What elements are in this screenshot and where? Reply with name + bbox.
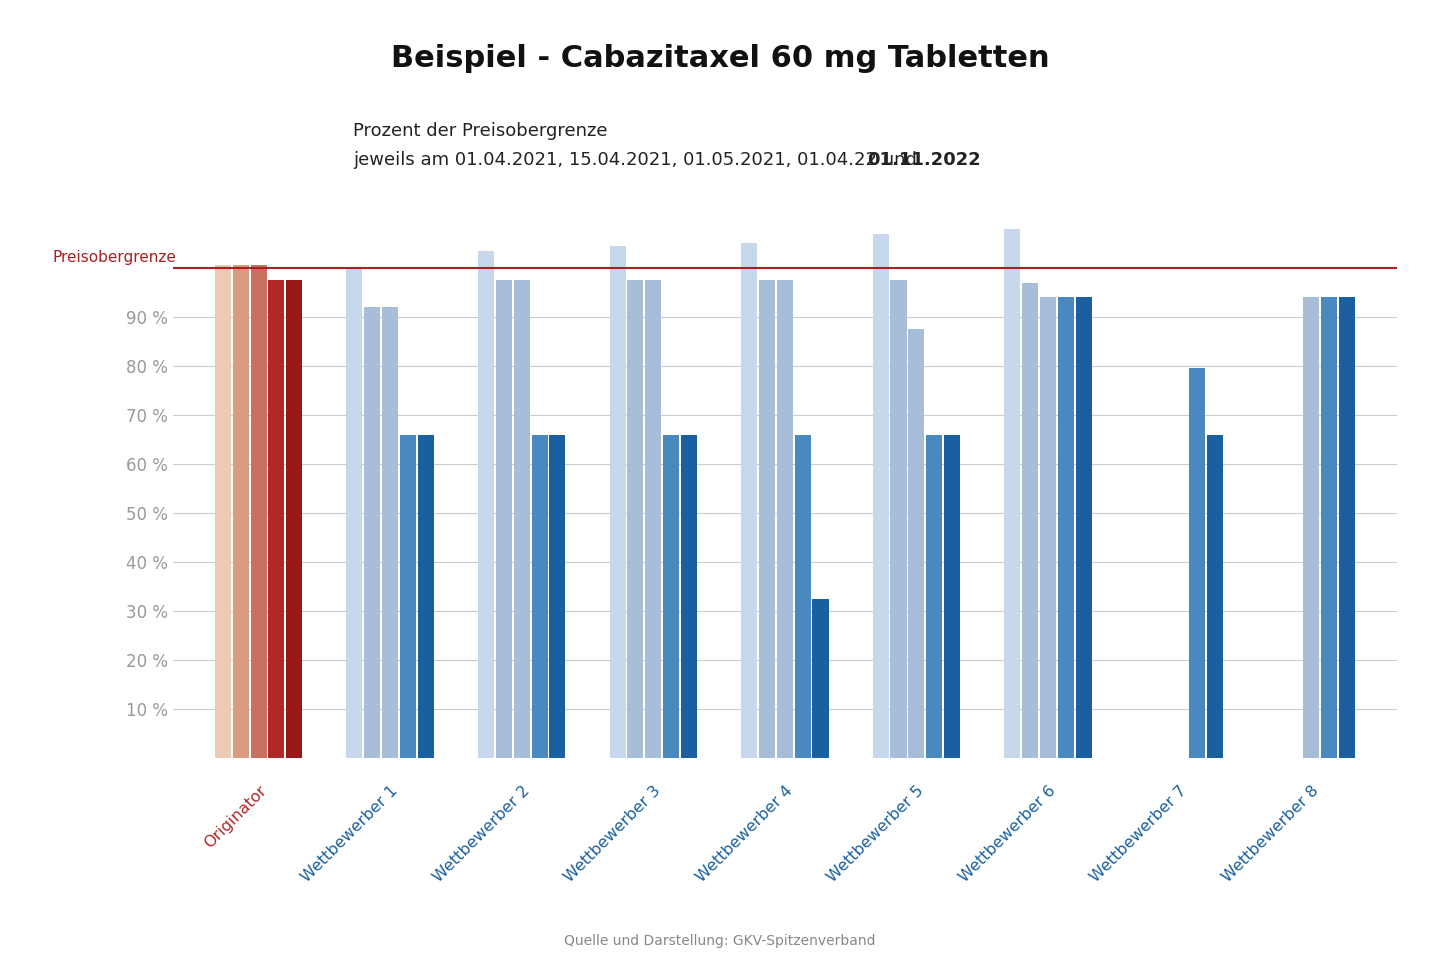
Bar xyxy=(945,434,960,758)
Bar xyxy=(1320,297,1336,758)
Text: 01.11.2022: 01.11.2022 xyxy=(867,151,981,169)
Bar xyxy=(609,246,625,758)
Bar xyxy=(1189,368,1205,758)
Bar xyxy=(1004,228,1021,758)
Bar xyxy=(909,330,924,758)
Bar xyxy=(287,280,302,758)
Bar xyxy=(1303,297,1319,758)
Bar xyxy=(1040,297,1056,758)
Bar xyxy=(890,280,907,758)
Text: Wettbewerber 6: Wettbewerber 6 xyxy=(956,782,1058,885)
Bar xyxy=(662,434,680,758)
Bar xyxy=(1076,297,1092,758)
Text: Quelle und Darstellung: GKV-Spitzenverband: Quelle und Darstellung: GKV-Spitzenverba… xyxy=(564,934,876,948)
Text: Originator: Originator xyxy=(202,782,269,850)
Bar xyxy=(400,434,416,758)
Bar xyxy=(742,243,757,758)
Text: Wettbewerber 5: Wettbewerber 5 xyxy=(825,782,927,885)
Bar xyxy=(382,307,399,758)
Text: Wettbewerber 7: Wettbewerber 7 xyxy=(1089,782,1189,885)
Text: Preisobergrenze: Preisobergrenze xyxy=(52,251,176,265)
Bar xyxy=(549,434,566,758)
Bar xyxy=(418,434,433,758)
Bar xyxy=(1058,297,1074,758)
Bar xyxy=(926,434,942,758)
Bar xyxy=(251,265,266,758)
Bar xyxy=(233,265,249,758)
Bar xyxy=(681,434,697,758)
Bar xyxy=(776,280,793,758)
Text: Prozent der Preisobergrenze: Prozent der Preisobergrenze xyxy=(353,122,608,140)
Bar xyxy=(268,280,285,758)
Text: Wettbewerber 1: Wettbewerber 1 xyxy=(298,782,400,885)
Bar xyxy=(478,251,494,758)
Bar xyxy=(873,233,888,758)
Bar xyxy=(759,280,775,758)
Bar xyxy=(514,280,530,758)
Text: jeweils am 01.04.2021, 15.04.2021, 01.05.2021, 01.04.22 und: jeweils am 01.04.2021, 15.04.2021, 01.05… xyxy=(353,151,923,169)
Bar xyxy=(1339,297,1355,758)
Bar xyxy=(531,434,547,758)
Bar xyxy=(795,434,811,758)
Bar xyxy=(812,599,828,758)
Bar xyxy=(215,265,230,758)
Bar xyxy=(645,280,661,758)
Bar xyxy=(628,280,644,758)
Text: Beispiel - Cabazitaxel 60 mg Tabletten: Beispiel - Cabazitaxel 60 mg Tabletten xyxy=(390,44,1050,73)
Text: Wettbewerber 4: Wettbewerber 4 xyxy=(693,782,795,885)
Bar xyxy=(347,268,363,758)
Text: Wettbewerber 2: Wettbewerber 2 xyxy=(431,782,533,885)
Bar xyxy=(364,307,380,758)
Bar xyxy=(1022,283,1038,758)
Bar xyxy=(495,280,511,758)
Text: Wettbewerber 3: Wettbewerber 3 xyxy=(562,782,664,885)
Text: Wettbewerber 8: Wettbewerber 8 xyxy=(1220,782,1322,885)
Bar xyxy=(1207,434,1223,758)
